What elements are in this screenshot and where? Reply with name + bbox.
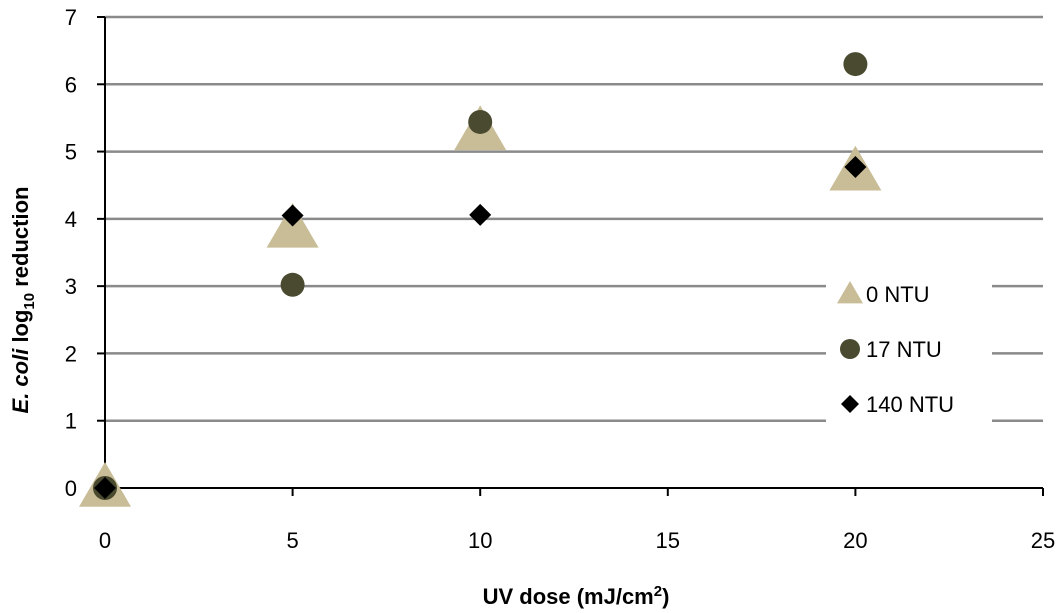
y-tick-label: 6: [65, 72, 77, 97]
data-point-diamond: [281, 204, 304, 227]
y-tick-label: 1: [65, 409, 77, 434]
y-tick-label: 0: [65, 476, 77, 501]
legend-item: 17 NTU: [840, 337, 942, 362]
x-tick-label: 0: [99, 528, 111, 553]
x-axis-title: UV dose (mJ/cm2): [483, 583, 670, 609]
y-tick-label: 4: [65, 207, 77, 232]
legend-item: 0 NTU: [837, 281, 930, 307]
data-points: [79, 52, 882, 507]
y-tick-label: 7: [65, 5, 77, 30]
tick-labels: 0 1 2 3 4 5 6 7 0 5 10 15 20 25: [65, 5, 1055, 553]
x-tick-label: 15: [656, 528, 680, 553]
legend-marker-triangle: [837, 281, 863, 304]
data-point-diamond: [844, 156, 867, 179]
y-axis-title: E. coli log10 reduction: [8, 187, 38, 414]
legend-marker-circle: [840, 339, 860, 359]
data-point-diamond: [469, 203, 492, 226]
y-tick-label: 2: [65, 341, 77, 366]
legend: 0 NTU 17 NTU 140 NTU: [837, 281, 954, 417]
x-tick-label: 5: [286, 528, 298, 553]
axes: [97, 16, 1044, 496]
legend-marker-diamond: [841, 395, 859, 413]
gridlines: [105, 15, 1043, 422]
data-point-diamond: [94, 477, 116, 499]
data-point-circle: [280, 272, 305, 297]
data-point-circle: [843, 52, 868, 77]
data-point-circle: [468, 109, 493, 134]
x-tick-label: 25: [1031, 528, 1055, 553]
y-tick-label: 5: [65, 140, 77, 165]
y-tick-label: 3: [65, 274, 77, 299]
x-tick-label: 10: [468, 528, 492, 553]
legend-label: 0 NTU: [866, 282, 930, 307]
x-tick-label: 20: [843, 528, 867, 553]
legend-label: 140 NTU: [866, 392, 954, 417]
legend-label: 17 NTU: [866, 337, 942, 362]
legend-item: 140 NTU: [841, 392, 954, 417]
